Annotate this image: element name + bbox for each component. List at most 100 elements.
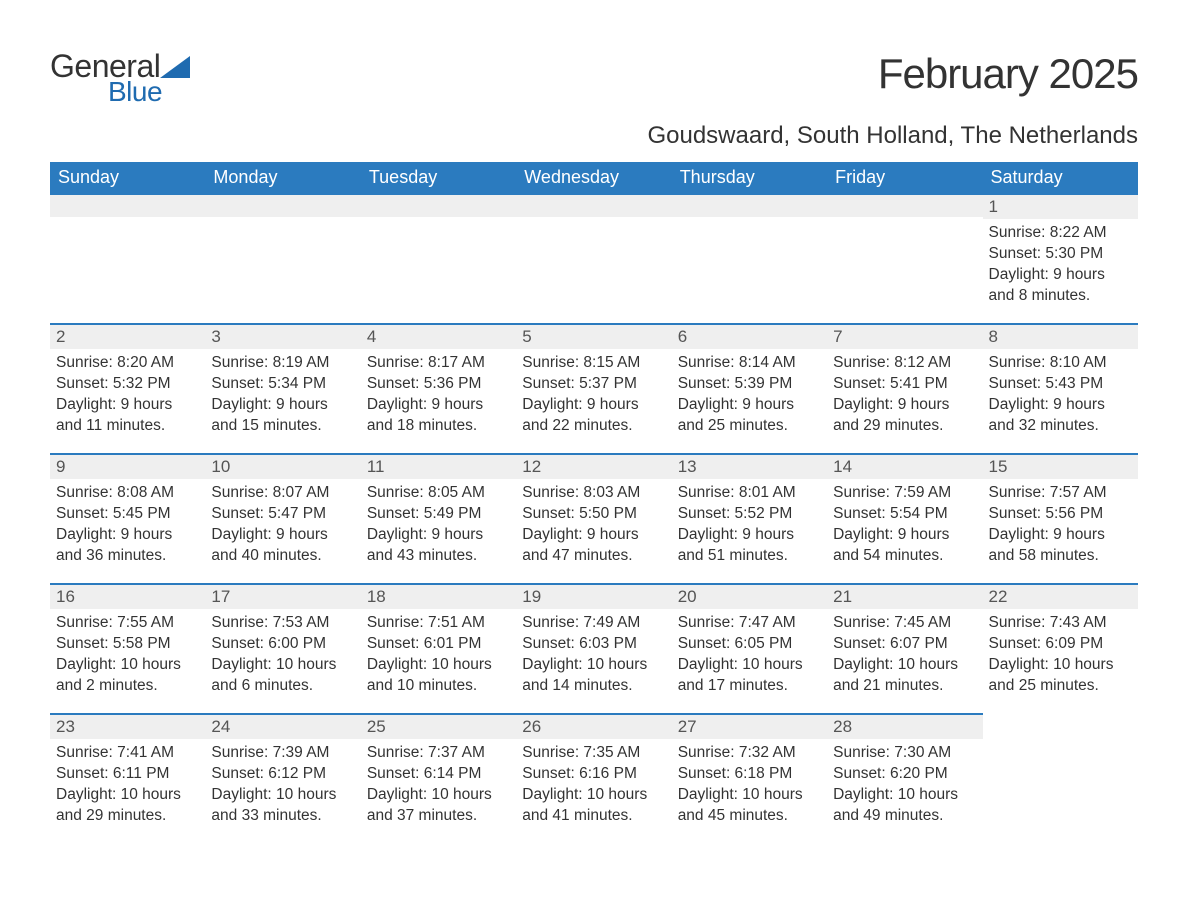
day-cell: 26Sunrise: 7:35 AMSunset: 6:16 PMDayligh… xyxy=(516,713,671,843)
sunset-line: Sunset: 6:01 PM xyxy=(367,634,510,655)
daylight-line: Daylight: 9 hours and 18 minutes. xyxy=(367,395,510,437)
day-body: Sunrise: 7:49 AMSunset: 6:03 PMDaylight:… xyxy=(516,609,671,705)
day-cell: 28Sunrise: 7:30 AMSunset: 6:20 PMDayligh… xyxy=(827,713,982,843)
sunrise-line: Sunrise: 7:35 AM xyxy=(522,743,665,764)
flag-icon xyxy=(160,56,190,78)
day-header: Tuesday xyxy=(361,162,516,193)
sunset-line: Sunset: 5:56 PM xyxy=(989,504,1132,525)
day-number: 25 xyxy=(361,713,516,739)
sunrise-line: Sunrise: 8:10 AM xyxy=(989,353,1132,374)
day-cell: 25Sunrise: 7:37 AMSunset: 6:14 PMDayligh… xyxy=(361,713,516,843)
day-number: 9 xyxy=(50,453,205,479)
day-cell: 27Sunrise: 7:32 AMSunset: 6:18 PMDayligh… xyxy=(672,713,827,843)
day-cell: 1Sunrise: 8:22 AMSunset: 5:30 PMDaylight… xyxy=(983,193,1138,323)
day-cell: 10Sunrise: 8:07 AMSunset: 5:47 PMDayligh… xyxy=(205,453,360,583)
day-body: Sunrise: 8:08 AMSunset: 5:45 PMDaylight:… xyxy=(50,479,205,575)
day-body: Sunrise: 8:19 AMSunset: 5:34 PMDaylight:… xyxy=(205,349,360,445)
sunrise-line: Sunrise: 7:57 AM xyxy=(989,483,1132,504)
sunset-line: Sunset: 5:37 PM xyxy=(522,374,665,395)
day-header-row: Sunday Monday Tuesday Wednesday Thursday… xyxy=(50,162,1138,193)
sunrise-line: Sunrise: 7:53 AM xyxy=(211,613,354,634)
day-number: 4 xyxy=(361,323,516,349)
day-number: 2 xyxy=(50,323,205,349)
sunset-line: Sunset: 5:39 PM xyxy=(678,374,821,395)
sunrise-line: Sunrise: 7:49 AM xyxy=(522,613,665,634)
day-header: Monday xyxy=(205,162,360,193)
day-cell xyxy=(983,713,1138,843)
day-number: 1 xyxy=(983,193,1138,219)
week-row: 1Sunrise: 8:22 AMSunset: 5:30 PMDaylight… xyxy=(50,193,1138,323)
sunset-line: Sunset: 6:03 PM xyxy=(522,634,665,655)
sunrise-line: Sunrise: 7:55 AM xyxy=(56,613,199,634)
day-number: 7 xyxy=(827,323,982,349)
day-cell: 19Sunrise: 7:49 AMSunset: 6:03 PMDayligh… xyxy=(516,583,671,713)
day-number: 13 xyxy=(672,453,827,479)
daylight-line: Daylight: 9 hours and 51 minutes. xyxy=(678,525,821,567)
day-header: Sunday xyxy=(50,162,205,193)
sunset-line: Sunset: 6:12 PM xyxy=(211,764,354,785)
day-body: Sunrise: 7:39 AMSunset: 6:12 PMDaylight:… xyxy=(205,739,360,835)
sunset-line: Sunset: 6:00 PM xyxy=(211,634,354,655)
day-body: Sunrise: 8:03 AMSunset: 5:50 PMDaylight:… xyxy=(516,479,671,575)
sunrise-line: Sunrise: 8:08 AM xyxy=(56,483,199,504)
sunrise-line: Sunrise: 7:43 AM xyxy=(989,613,1132,634)
title-block: February 2025 Goudswaard, South Holland,… xyxy=(647,50,1138,150)
day-body: Sunrise: 7:51 AMSunset: 6:01 PMDaylight:… xyxy=(361,609,516,705)
week-row: 2Sunrise: 8:20 AMSunset: 5:32 PMDaylight… xyxy=(50,323,1138,453)
logo-word2: Blue xyxy=(108,78,190,106)
day-cell: 15Sunrise: 7:57 AMSunset: 5:56 PMDayligh… xyxy=(983,453,1138,583)
day-header: Thursday xyxy=(672,162,827,193)
sunset-line: Sunset: 5:52 PM xyxy=(678,504,821,525)
sunset-line: Sunset: 5:54 PM xyxy=(833,504,976,525)
day-cell: 24Sunrise: 7:39 AMSunset: 6:12 PMDayligh… xyxy=(205,713,360,843)
sunrise-line: Sunrise: 7:59 AM xyxy=(833,483,976,504)
day-number: 14 xyxy=(827,453,982,479)
daylight-line: Daylight: 10 hours and 17 minutes. xyxy=(678,655,821,697)
sunrise-line: Sunrise: 7:47 AM xyxy=(678,613,821,634)
sunrise-line: Sunrise: 8:07 AM xyxy=(211,483,354,504)
sunset-line: Sunset: 6:11 PM xyxy=(56,764,199,785)
page-header: General Blue February 2025 Goudswaard, S… xyxy=(50,50,1138,150)
day-number: 21 xyxy=(827,583,982,609)
day-body: Sunrise: 7:57 AMSunset: 5:56 PMDaylight:… xyxy=(983,479,1138,575)
day-cell: 21Sunrise: 7:45 AMSunset: 6:07 PMDayligh… xyxy=(827,583,982,713)
day-header: Wednesday xyxy=(516,162,671,193)
sunset-line: Sunset: 6:14 PM xyxy=(367,764,510,785)
sunrise-line: Sunrise: 7:51 AM xyxy=(367,613,510,634)
sunset-line: Sunset: 5:32 PM xyxy=(56,374,199,395)
daylight-line: Daylight: 10 hours and 6 minutes. xyxy=(211,655,354,697)
week-row: 9Sunrise: 8:08 AMSunset: 5:45 PMDaylight… xyxy=(50,453,1138,583)
day-number: 17 xyxy=(205,583,360,609)
day-cell xyxy=(672,193,827,323)
day-body: Sunrise: 7:30 AMSunset: 6:20 PMDaylight:… xyxy=(827,739,982,835)
day-number: 22 xyxy=(983,583,1138,609)
daylight-line: Daylight: 10 hours and 2 minutes. xyxy=(56,655,199,697)
day-cell: 6Sunrise: 8:14 AMSunset: 5:39 PMDaylight… xyxy=(672,323,827,453)
day-number-empty xyxy=(516,193,671,217)
week-row: 16Sunrise: 7:55 AMSunset: 5:58 PMDayligh… xyxy=(50,583,1138,713)
day-number-empty xyxy=(50,193,205,217)
daylight-line: Daylight: 10 hours and 41 minutes. xyxy=(522,785,665,827)
sunrise-line: Sunrise: 7:45 AM xyxy=(833,613,976,634)
day-body: Sunrise: 8:10 AMSunset: 5:43 PMDaylight:… xyxy=(983,349,1138,445)
day-body: Sunrise: 7:41 AMSunset: 6:11 PMDaylight:… xyxy=(50,739,205,835)
sunrise-line: Sunrise: 8:19 AM xyxy=(211,353,354,374)
day-cell: 14Sunrise: 7:59 AMSunset: 5:54 PMDayligh… xyxy=(827,453,982,583)
daylight-line: Daylight: 10 hours and 33 minutes. xyxy=(211,785,354,827)
day-cell xyxy=(205,193,360,323)
sunset-line: Sunset: 5:34 PM xyxy=(211,374,354,395)
sunrise-line: Sunrise: 8:15 AM xyxy=(522,353,665,374)
daylight-line: Daylight: 10 hours and 29 minutes. xyxy=(56,785,199,827)
daylight-line: Daylight: 10 hours and 49 minutes. xyxy=(833,785,976,827)
daylight-line: Daylight: 10 hours and 10 minutes. xyxy=(367,655,510,697)
day-cell: 11Sunrise: 8:05 AMSunset: 5:49 PMDayligh… xyxy=(361,453,516,583)
sunrise-line: Sunrise: 8:03 AM xyxy=(522,483,665,504)
sunrise-line: Sunrise: 8:05 AM xyxy=(367,483,510,504)
daylight-line: Daylight: 9 hours and 11 minutes. xyxy=(56,395,199,437)
day-cell: 16Sunrise: 7:55 AMSunset: 5:58 PMDayligh… xyxy=(50,583,205,713)
day-cell: 20Sunrise: 7:47 AMSunset: 6:05 PMDayligh… xyxy=(672,583,827,713)
day-number: 6 xyxy=(672,323,827,349)
day-body: Sunrise: 8:17 AMSunset: 5:36 PMDaylight:… xyxy=(361,349,516,445)
sunset-line: Sunset: 6:20 PM xyxy=(833,764,976,785)
sunset-line: Sunset: 5:43 PM xyxy=(989,374,1132,395)
